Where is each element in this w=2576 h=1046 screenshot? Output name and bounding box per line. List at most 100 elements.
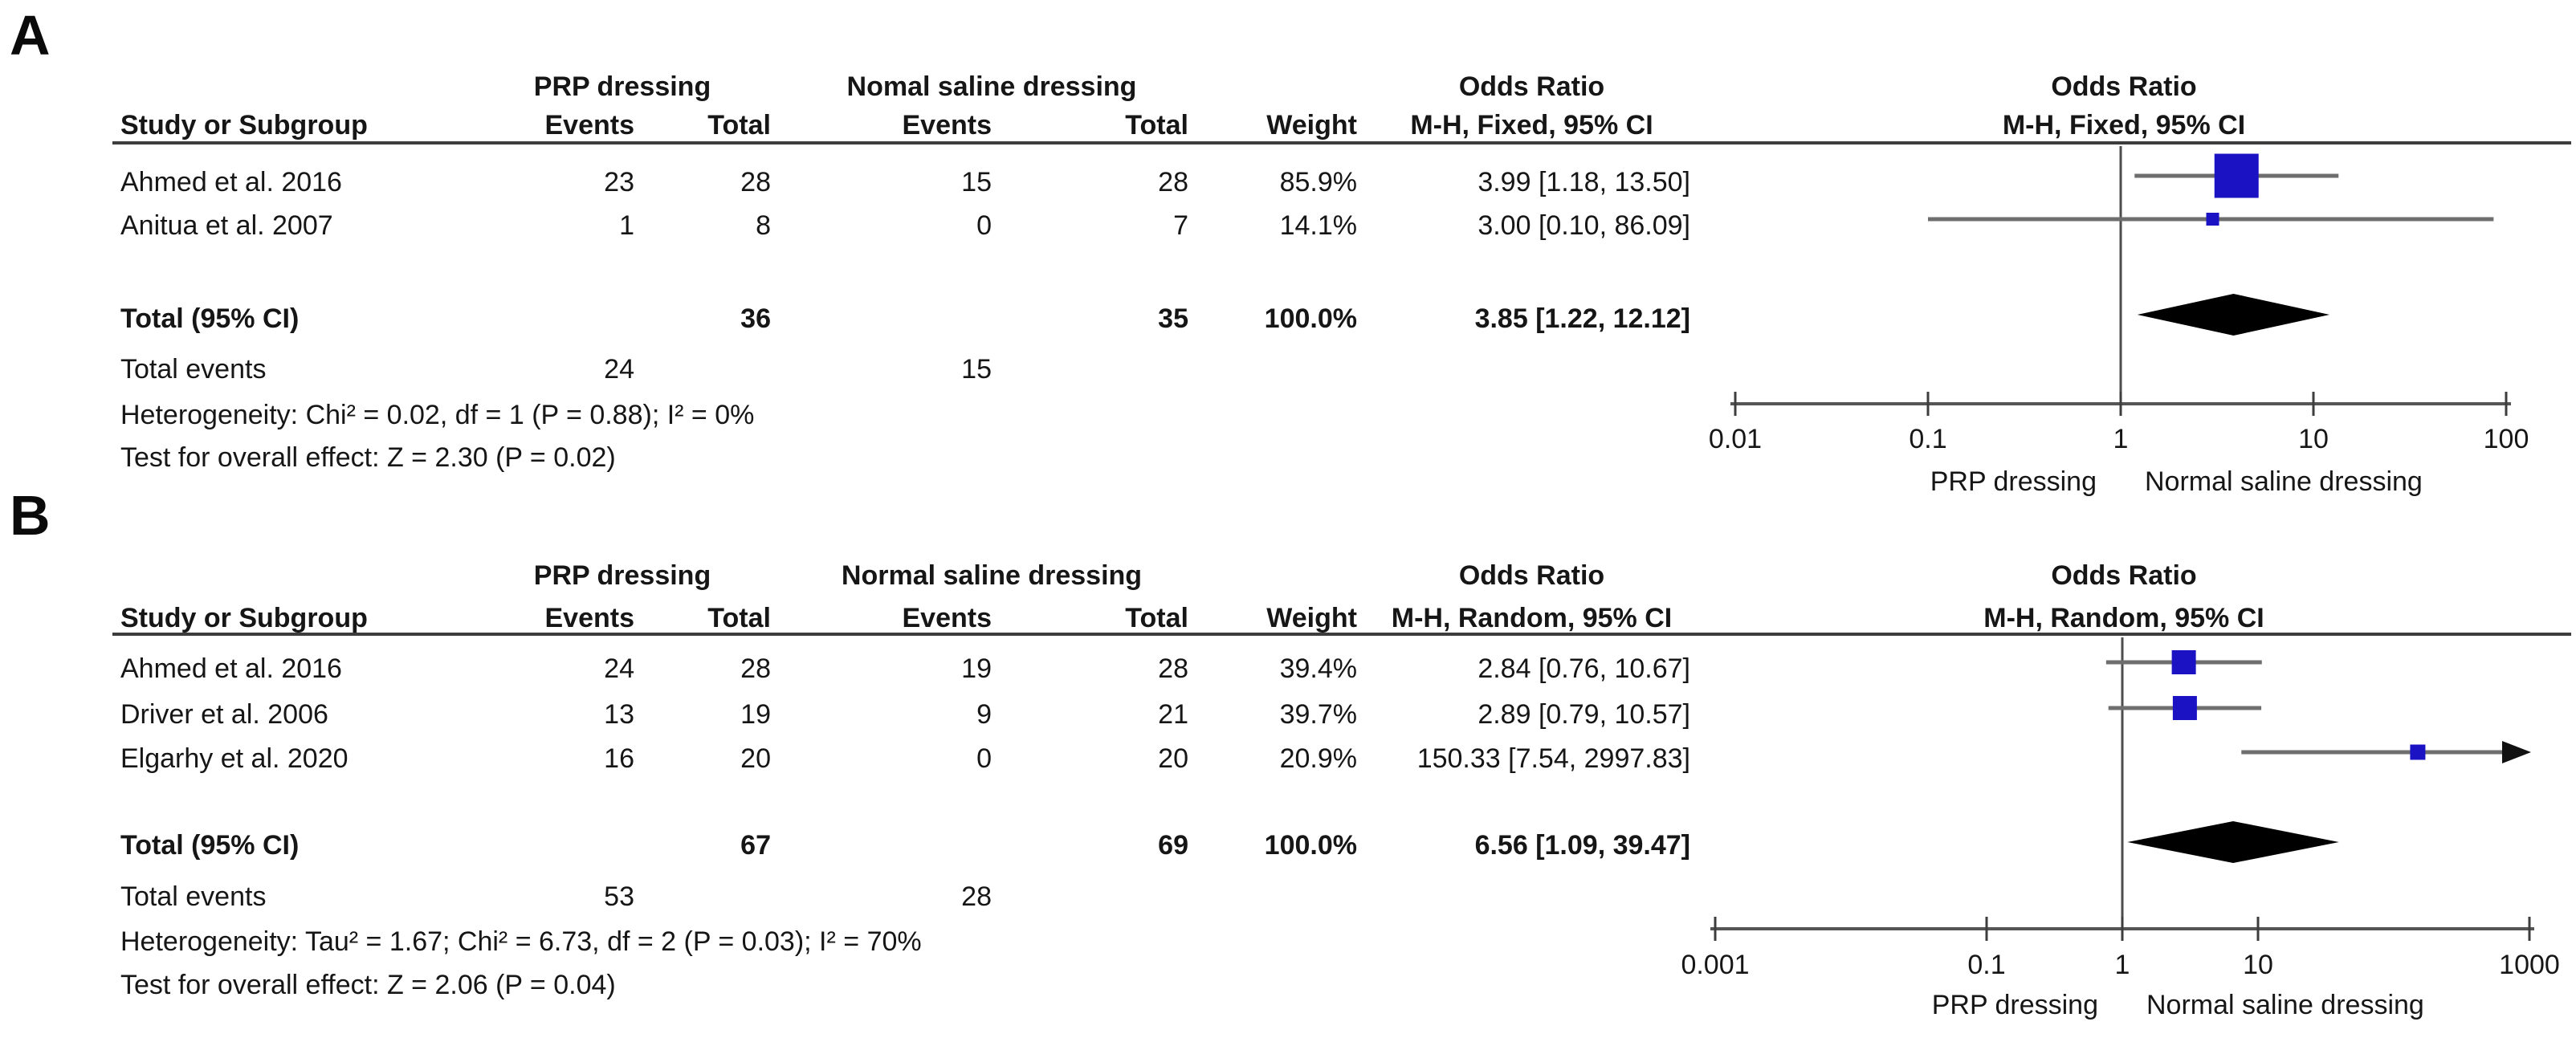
panel-a-total-diamond: [2137, 294, 2330, 336]
panel-b-events1-col-header: Events: [544, 603, 635, 633]
panel-b-axis-tick-label: 0.1: [1967, 950, 2006, 980]
panel-a-header-rule: [112, 141, 2571, 144]
panel-b-group2-header: Normal saline dressing: [841, 560, 1143, 591]
panel-a-total1-col-header: Total: [707, 110, 771, 140]
panel-a-total-weight: 100.0%: [1264, 303, 1357, 334]
panel-b-total-diamond: [2127, 821, 2339, 863]
panel-b-axis-tick-label: 10: [2243, 950, 2273, 980]
panel-b-ci-arrowhead: [2502, 741, 2531, 763]
panel-b-total1-col-header: Total: [707, 603, 771, 633]
panel-b-study-events1: 24: [604, 653, 634, 684]
panel-a-study-events1: 23: [604, 167, 634, 197]
panel-a-events2-col-header: Events: [902, 110, 992, 140]
panel-b-group1-header: PRP dressing: [533, 560, 711, 591]
panel-b-study-weight: 39.7%: [1279, 699, 1357, 730]
panel-b-heterogeneity-text: Heterogeneity: Tau² = 1.67; Chi² = 6.73,…: [120, 926, 922, 957]
panel-b-study-total2: 20: [1158, 743, 1188, 774]
panel-a-total-events-n2: 15: [961, 354, 992, 385]
panel-b-study-name: Elgarhy et al. 2020: [120, 743, 348, 774]
panel-b-total-label: Total (95% CI): [120, 830, 300, 861]
panel-a-study-col-header: Study or Subgroup: [120, 110, 368, 140]
panel-b-method-header-right: M-H, Random, 95% CI: [1983, 603, 2264, 633]
panel-b-total-events-n1: 53: [604, 881, 634, 912]
panel-b-effect-title-right: Odds Ratio: [2051, 560, 2197, 591]
panel-a-effect-square: [2214, 153, 2259, 198]
panel-b-study-total1: 19: [740, 699, 771, 730]
panel-b-study-name: Ahmed et al. 2016: [120, 653, 342, 684]
panel-a-overall-effect-text: Test for overall effect: Z = 2.30 (P = 0…: [120, 442, 616, 473]
panel-a-group1-header: PRP dressing: [533, 71, 711, 102]
panel-a-effect-title-right: Odds Ratio: [2051, 71, 2197, 102]
panel-a-group2-header: Nomal saline dressing: [846, 71, 1137, 102]
panel-a-total-n2: 35: [1158, 303, 1188, 334]
panel-a-method-header-right: M-H, Fixed, 95% CI: [2002, 110, 2246, 140]
panel-a-heterogeneity-text: Heterogeneity: Chi² = 0.02, df = 1 (P = …: [120, 400, 755, 430]
panel-b-effect-square: [2171, 650, 2196, 674]
panel-a-total-events-label: Total events: [120, 354, 267, 385]
panel-a-total-events-n1: 24: [604, 354, 634, 385]
panel-b-label: B: [10, 484, 51, 547]
panel-b-events2-col-header: Events: [902, 603, 992, 633]
panel-a-axis-label-left: PRP dressing: [1930, 466, 2097, 497]
panel-b-total-weight: 100.0%: [1264, 830, 1357, 861]
panel-b-axis-tick-label: 1: [2114, 950, 2130, 980]
panel-a-study-events2: 15: [961, 167, 992, 197]
panel-b-method-header-left: M-H, Random, 95% CI: [1391, 603, 1673, 633]
panel-b-study-total2: 21: [1158, 699, 1188, 730]
panel-b-study-total1: 20: [740, 743, 771, 774]
panel-b-study-events2: 9: [976, 699, 992, 730]
panel-a-axis-tick-label: 100: [2483, 424, 2529, 454]
panel-a-study-weight: 85.9%: [1279, 167, 1357, 197]
panel-a-axis-tick-label: 10: [2298, 424, 2329, 454]
panel-b-study-total2: 28: [1158, 653, 1188, 684]
panel-a-study-total2: 28: [1158, 167, 1188, 197]
panel-a-study-weight: 14.1%: [1279, 210, 1357, 241]
panel-a-effect-title-left: Odds Ratio: [1458, 71, 1605, 102]
panel-a-axis-label-right: Normal saline dressing: [2145, 466, 2423, 497]
panel-b-total2-col-header: Total: [1125, 603, 1188, 633]
panel-b-effect-square: [2410, 744, 2426, 760]
panel-b-study-total1: 28: [740, 653, 771, 684]
panel-b-total-events-n2: 28: [961, 881, 992, 912]
panel-a-label: A: [10, 4, 51, 67]
panel-b-header-rule: [112, 633, 2571, 636]
panel-b-effect-square: [2172, 696, 2197, 720]
panel-b-total-n1: 67: [740, 830, 771, 861]
panel-b-study-events1: 13: [604, 699, 634, 730]
panel-b-axis-tick-label: 1000: [2499, 950, 2560, 980]
panel-a-total-or: 3.85 [1.22, 12.12]: [1474, 303, 1690, 334]
panel-b-study-weight: 39.4%: [1279, 653, 1357, 684]
panel-b-study-events1: 16: [604, 743, 634, 774]
panel-b-axis-label-left: PRP dressing: [1931, 990, 2098, 1020]
panel-b-total-n2: 69: [1158, 830, 1188, 861]
panel-b-overall-effect-text: Test for overall effect: Z = 2.06 (P = 0…: [120, 970, 616, 1000]
panel-b-study-or: 2.89 [0.79, 10.57]: [1478, 699, 1690, 730]
panel-b-total-or: 6.56 [1.09, 39.47]: [1474, 830, 1690, 861]
panel-b-total-events-label: Total events: [120, 881, 267, 912]
panel-a-study-name: Anitua et al. 2007: [120, 210, 333, 241]
panel-a-total2-col-header: Total: [1125, 110, 1188, 140]
panel-a-axis-tick-label: 1: [2113, 424, 2129, 454]
panel-a-study-total1: 8: [756, 210, 771, 241]
panel-b-study-weight: 20.9%: [1279, 743, 1357, 774]
panel-a-axis-tick-label: 0.01: [1708, 424, 1763, 454]
panel-a-study-events1: 1: [619, 210, 634, 241]
panel-b-study-col-header: Study or Subgroup: [120, 603, 368, 633]
panel-a-study-or: 3.99 [1.18, 13.50]: [1478, 167, 1690, 197]
panel-a-study-name: Ahmed et al. 2016: [120, 167, 342, 197]
panel-a-weight-col-header: Weight: [1266, 110, 1357, 140]
panel-b-study-events2: 19: [961, 653, 992, 684]
panel-b-study-events2: 0: [976, 743, 992, 774]
panel-b-study-name: Driver et al. 2006: [120, 699, 328, 730]
panel-b-effect-title-left: Odds Ratio: [1458, 560, 1605, 591]
panel-b-study-or: 150.33 [7.54, 2997.83]: [1416, 743, 1690, 774]
panel-a-total-n1: 36: [740, 303, 771, 334]
panel-b-axis-tick-label: 0.001: [1681, 950, 1750, 980]
panel-a-axis-tick-label: 0.1: [1909, 424, 1947, 454]
panel-a-events1-col-header: Events: [544, 110, 635, 140]
panel-b-weight-col-header: Weight: [1266, 603, 1357, 633]
panel-a-study-total2: 7: [1173, 210, 1188, 241]
panel-b-study-or: 2.84 [0.76, 10.67]: [1478, 653, 1690, 684]
